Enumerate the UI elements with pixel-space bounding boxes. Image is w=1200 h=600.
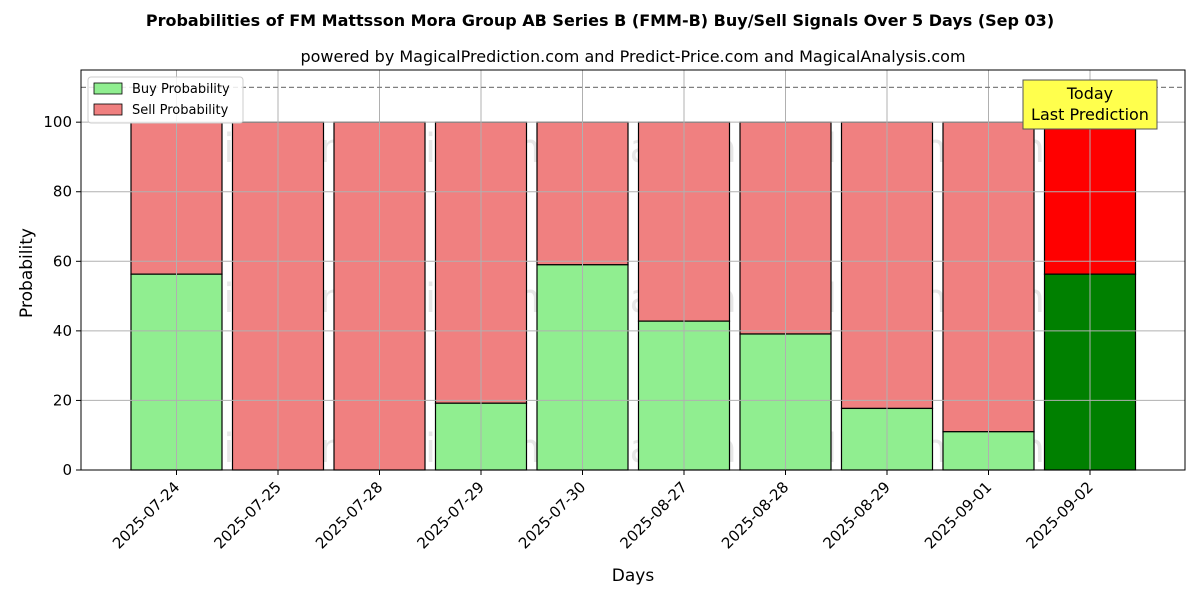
y-tick-label: 80: [53, 183, 72, 201]
legend-swatch: [93, 103, 123, 116]
plot-frame: [80, 69, 1186, 471]
annotation-line: Today: [1066, 84, 1113, 103]
y-axis-label: Probability: [17, 228, 37, 318]
y-tick-label: 20: [53, 391, 72, 409]
y-tick-label: 40: [53, 322, 72, 340]
x-tick-label: 2025-09-01: [921, 478, 995, 552]
y-tick-label: 100: [43, 113, 72, 131]
legend-label: Buy Probability: [132, 82, 230, 97]
x-tick-label: 2025-07-30: [515, 478, 589, 552]
legend: Buy Probability Sell Probability: [87, 76, 244, 124]
annotation-line: Last Prediction: [1031, 105, 1149, 124]
legend-box: [87, 76, 244, 124]
legend-label: Sell Probability: [132, 103, 229, 118]
today-annotation: Today Last Prediction: [1022, 79, 1158, 130]
chart-subtitle: powered by MagicalPrediction.com and Pre…: [300, 47, 965, 66]
x-tick-label: 2025-07-28: [312, 478, 386, 552]
chart-title: Probabilities of FM Mattsson Mora Group …: [146, 11, 1054, 30]
x-tick-label: 2025-08-28: [718, 478, 792, 552]
annotation-box: [1022, 79, 1158, 130]
x-tick-label: 2025-07-25: [210, 478, 284, 552]
y-tick-label: 0: [62, 461, 72, 479]
x-axis-label: Days: [612, 566, 655, 586]
x-tick-label: 2025-08-29: [819, 478, 893, 552]
y-tick-label: 60: [53, 252, 72, 270]
x-tick-label: 2025-09-02: [1022, 478, 1096, 552]
x-tick-label: 2025-07-24: [109, 478, 183, 552]
x-tick-label: 2025-07-29: [413, 478, 487, 552]
x-tick-label: 2025-08-27: [616, 478, 690, 552]
legend-swatch: [93, 82, 123, 95]
plot-area: MagicalAnalysis.comMagicalPrediction.com…: [43, 69, 1186, 552]
